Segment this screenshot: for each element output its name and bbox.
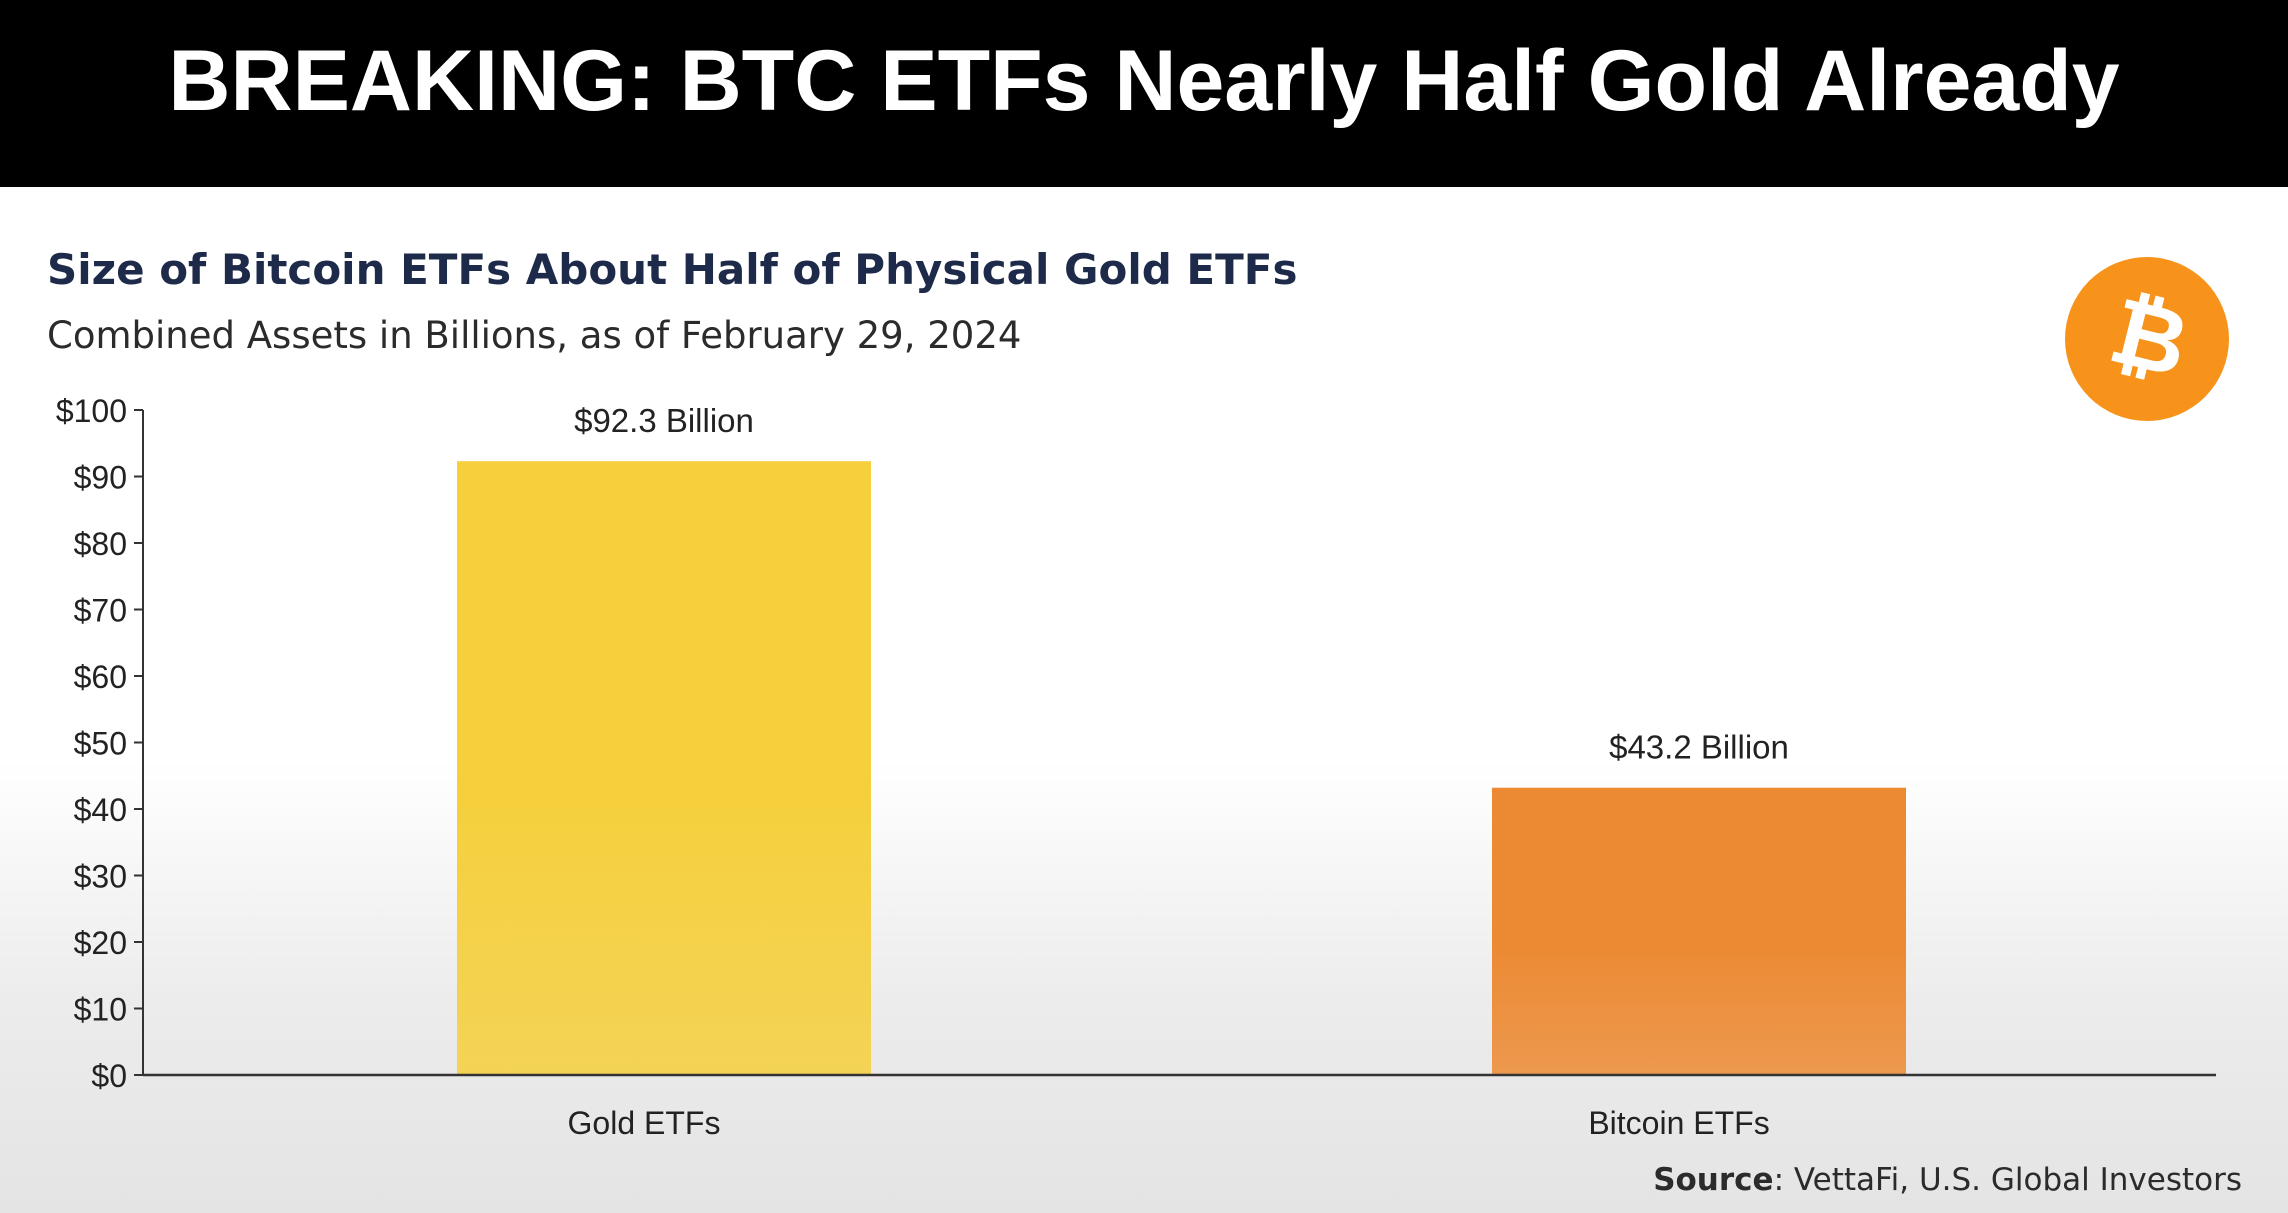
y-tick-label: $10 — [74, 992, 127, 1028]
chart-subtitle: Combined Assets in Billions, as of Febru… — [47, 314, 1022, 357]
bar — [1492, 787, 1906, 1075]
headline-text: BREAKING: BTC ETFs Nearly Half Gold Alre… — [168, 33, 2120, 129]
y-tick-label: $20 — [74, 925, 127, 961]
data-label: $43.2 Billion — [1609, 729, 1789, 766]
bar — [457, 461, 871, 1076]
y-tick-label: $50 — [74, 726, 127, 762]
y-tick-label: $30 — [74, 859, 127, 895]
x-category-label: Bitcoin ETFs — [1588, 1105, 1769, 1141]
bitcoin-icon-circle — [2065, 257, 2229, 421]
y-tick-label: $80 — [74, 526, 127, 562]
x-category-label: Gold ETFs — [568, 1105, 721, 1141]
y-tick-label: $70 — [74, 593, 127, 629]
y-tick-label: $100 — [56, 393, 127, 429]
source-label: Source — [1653, 1162, 1774, 1198]
y-tick-label: $60 — [74, 659, 127, 695]
bitcoin-icon: ₿ — [2065, 257, 2229, 421]
y-tick-label: $90 — [74, 460, 127, 496]
chart-title: Size of Bitcoin ETFs About Half of Physi… — [47, 245, 1298, 294]
headline-banner: BREAKING: BTC ETFs Nearly Half Gold Alre… — [0, 0, 2288, 187]
y-tick-label: $0 — [91, 1058, 127, 1094]
source-note: Source: VettaFi, U.S. Global Investors — [1653, 1162, 2242, 1198]
y-tick-label: $40 — [74, 792, 127, 828]
source-text: : VettaFi, U.S. Global Investors — [1773, 1162, 2242, 1198]
data-label: $92.3 Billion — [574, 402, 754, 439]
